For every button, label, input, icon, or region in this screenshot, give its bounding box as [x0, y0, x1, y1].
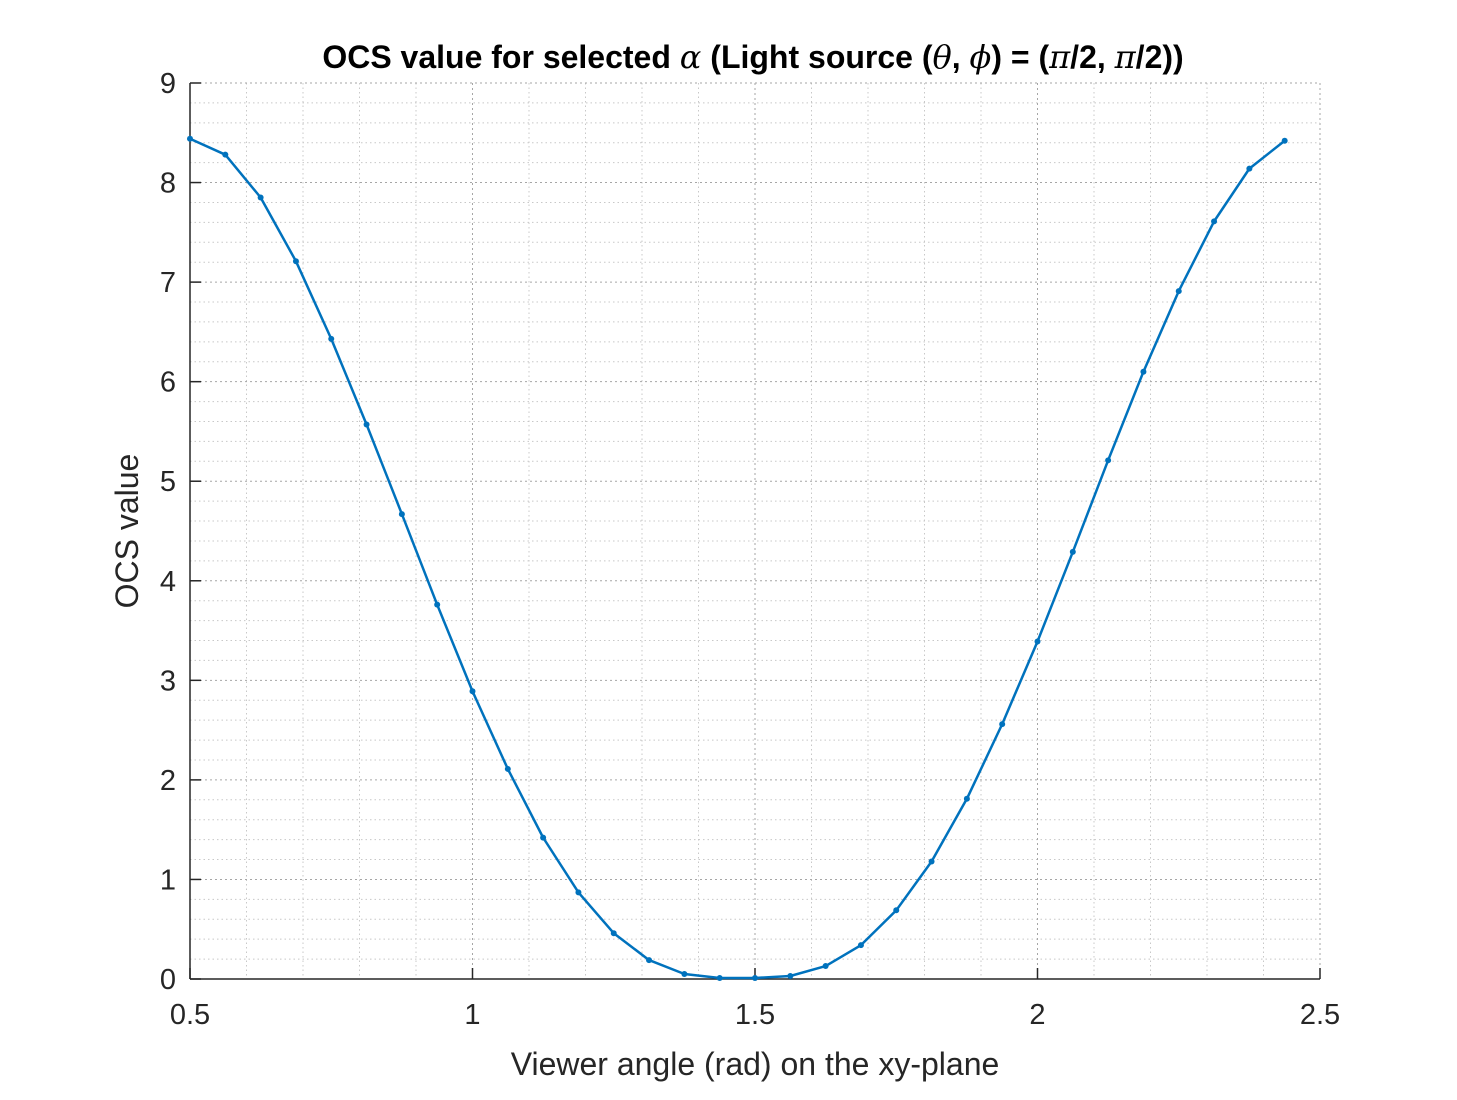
- data-point: [1069, 548, 1076, 555]
- data-point: [328, 335, 335, 342]
- data-point: [469, 688, 476, 695]
- major-grid: [189, 82, 1321, 980]
- data-point: [1105, 457, 1112, 464]
- data-point: [1281, 137, 1288, 144]
- data-point: [963, 795, 970, 802]
- data-point: [646, 957, 653, 964]
- y-tick-label: 3: [160, 665, 176, 697]
- data-point: [504, 765, 511, 772]
- data-point: [752, 975, 758, 982]
- y-tick-label: 4: [160, 566, 176, 598]
- y-tick-label: 8: [160, 168, 176, 200]
- y-tick-label: 0: [160, 964, 176, 996]
- data-point: [681, 971, 688, 978]
- data-point: [1034, 638, 1041, 645]
- data-point: [398, 511, 405, 518]
- data-point: [363, 421, 370, 428]
- y-tick-label: 2: [160, 765, 176, 797]
- data-point: [187, 135, 193, 142]
- x-tick-labels: 0.5 1 1.5 2 2.5: [170, 999, 1340, 1031]
- data-point: [1175, 288, 1182, 295]
- data-point: [857, 942, 864, 949]
- data-point: [1211, 218, 1218, 225]
- data-point: [716, 975, 723, 982]
- data-point: [893, 907, 900, 914]
- title-pi-symbol-1: π: [1048, 38, 1071, 76]
- y-tick-label: 9: [160, 68, 176, 100]
- chart-title: OCS value for selected α (Light source (…: [322, 38, 1183, 76]
- x-tick-label: 1.5: [735, 999, 775, 1031]
- data-point: [610, 930, 617, 937]
- x-axis-label: Viewer angle (rad) on the xy-plane: [511, 1046, 1000, 1082]
- y-tick-label: 7: [160, 267, 176, 299]
- data-point: [434, 601, 441, 608]
- series-group: [187, 135, 1288, 982]
- data-point: [928, 858, 935, 865]
- minor-grid: [190, 83, 1320, 979]
- data-point: [1140, 368, 1147, 375]
- data-point: [787, 973, 794, 980]
- y-tick-labels: 0 1 2 3 4 5 6 7 8 9: [160, 68, 176, 996]
- title-phi-symbol: ϕ: [970, 38, 992, 76]
- data-point: [292, 258, 299, 265]
- x-tick-label: 1: [464, 999, 480, 1031]
- title-pi-symbol-2: π: [1114, 38, 1137, 76]
- data-point: [1246, 165, 1253, 172]
- y-tick-label: 5: [160, 466, 176, 498]
- x-tick-label: 0.5: [170, 999, 210, 1031]
- x-tick-label: 2.5: [1300, 999, 1340, 1031]
- data-point: [540, 834, 547, 841]
- data-point: [257, 194, 264, 201]
- x-tick-label: 2: [1029, 999, 1045, 1031]
- y-tick-label: 6: [160, 367, 176, 399]
- axis-ticks: [189, 82, 1321, 980]
- series-line: [189, 137, 1286, 980]
- data-point: [999, 721, 1006, 728]
- data-point: [222, 151, 229, 158]
- title-theta-symbol: θ: [933, 38, 952, 76]
- data-point: [822, 963, 829, 970]
- data-point: [575, 889, 582, 896]
- title-alpha-symbol: α: [680, 38, 702, 76]
- y-axis-label: OCS value: [109, 454, 145, 609]
- y-tick-label: 1: [160, 864, 176, 896]
